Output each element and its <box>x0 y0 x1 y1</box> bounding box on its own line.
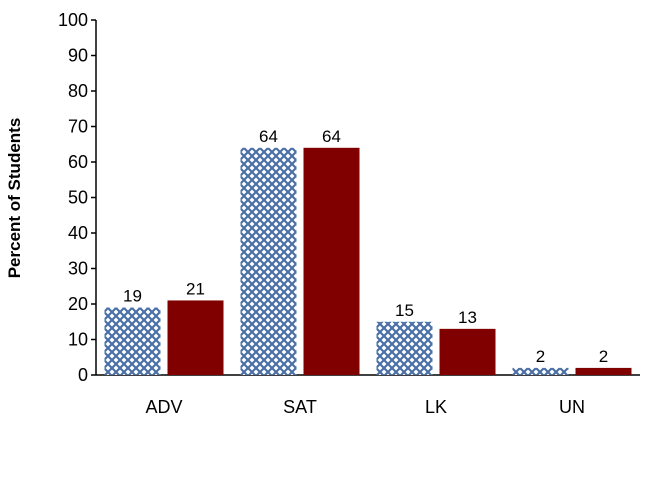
y-tick-label: 100 <box>58 10 88 30</box>
y-tick-label: 90 <box>68 46 88 66</box>
bar-lk-series-2 <box>439 328 496 375</box>
y-tick-label: 10 <box>68 330 88 350</box>
y-tick-label: 60 <box>68 152 88 172</box>
bar-sat-series-2 <box>303 147 360 375</box>
bar-adv-series-2 <box>167 300 224 375</box>
y-tick-label: 80 <box>68 81 88 101</box>
data-label: 2 <box>599 347 608 366</box>
axes: 0 10 20 30 40 50 60 70 80 90 100 ADV SAT LK UN <box>58 10 640 417</box>
data-label: 64 <box>259 127 278 146</box>
x-category-label: LK <box>425 397 447 417</box>
bar-un-series-1 <box>512 367 569 375</box>
y-tick-label: 30 <box>68 259 88 279</box>
data-label: 64 <box>322 127 341 146</box>
bar-un-series-2 <box>575 367 632 375</box>
y-tick-label: 70 <box>68 117 88 137</box>
data-label: 19 <box>123 287 142 306</box>
bars: 19 21 64 64 15 13 2 2 <box>104 127 632 375</box>
y-tick-label: 50 <box>68 188 88 208</box>
bar-sat-series-1 <box>240 147 297 375</box>
bar-lk-series-1 <box>376 321 433 375</box>
data-label: 21 <box>186 279 205 298</box>
data-label: 13 <box>458 308 477 327</box>
data-label: 15 <box>395 301 414 320</box>
y-tick-label: 0 <box>78 365 88 385</box>
data-label: 2 <box>536 347 545 366</box>
y-tick-label: 40 <box>68 223 88 243</box>
bar-adv-series-1 <box>104 307 161 375</box>
y-axis-label: Percent of Students <box>5 118 24 279</box>
y-tick-label: 20 <box>68 294 88 314</box>
x-category-label: UN <box>559 397 585 417</box>
x-category-label: SAT <box>283 397 317 417</box>
x-category-label: ADV <box>145 397 182 417</box>
